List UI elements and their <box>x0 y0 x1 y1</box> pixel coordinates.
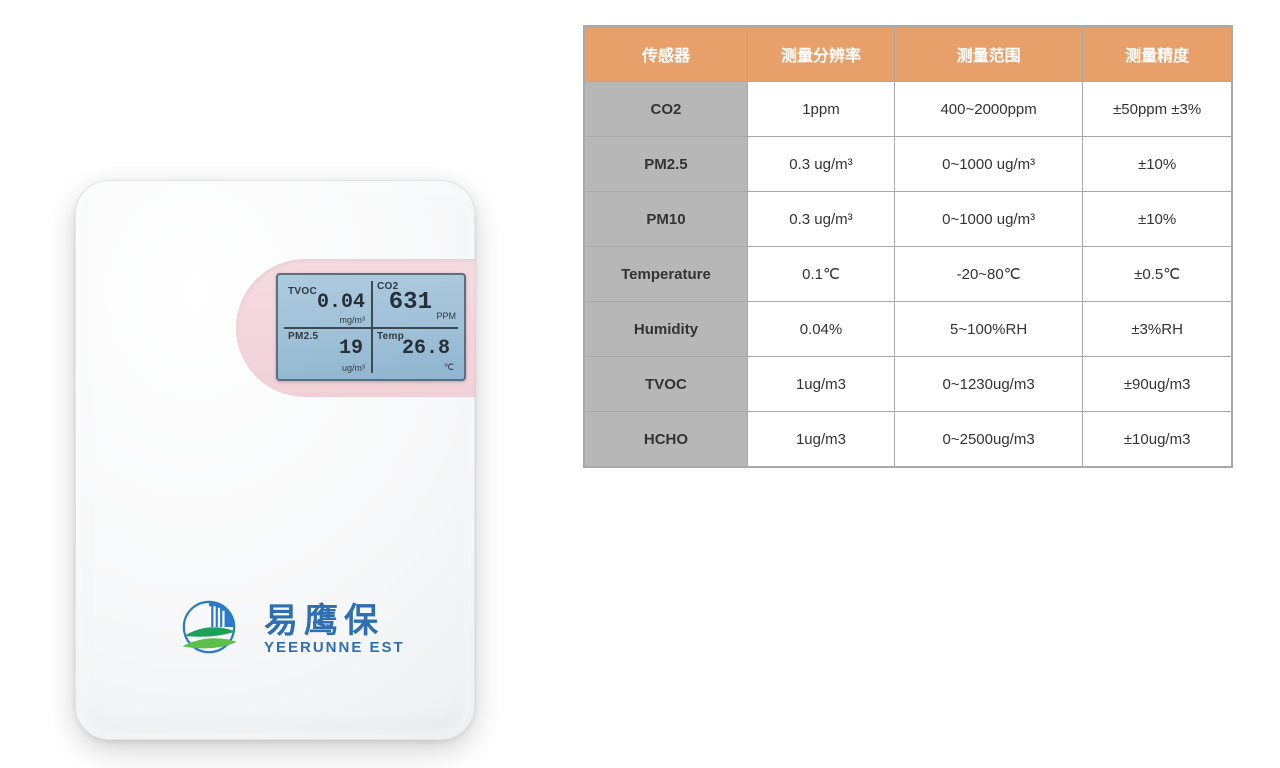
cell-accuracy: ±10% <box>1083 192 1232 247</box>
cell-accuracy: ±10% <box>1083 137 1232 192</box>
device-body: TVOC 0.04 mg/m³ CO2 631 PPM PM2.5 19 ug/… <box>75 180 475 740</box>
lcd-value-co2: 631 <box>389 291 432 315</box>
cell-range: 0~1000 ug/m³ <box>894 137 1082 192</box>
brand-name-en: YEERUNNE EST <box>264 639 405 656</box>
brand-logo-icon <box>172 593 246 667</box>
cell-sensor: Humidity <box>585 302 748 357</box>
spec-table-body: CO2 1ppm 400~2000ppm ±50ppm ±3% PM2.5 0.… <box>585 82 1232 467</box>
cell-resolution: 1ug/m3 <box>747 357 894 412</box>
cell-sensor: TVOC <box>585 357 748 412</box>
table-row: PM2.5 0.3 ug/m³ 0~1000 ug/m³ ±10% <box>585 137 1232 192</box>
cell-range: 400~2000ppm <box>894 82 1082 137</box>
cell-resolution: 1ppm <box>747 82 894 137</box>
cell-range: 0~2500ug/m3 <box>894 412 1082 467</box>
table-row: PM10 0.3 ug/m³ 0~1000 ug/m³ ±10% <box>585 192 1232 247</box>
cell-resolution: 1ug/m3 <box>747 412 894 467</box>
spec-table: 传感器 测量分辨率 测量范围 测量精度 CO2 1ppm 400~2000ppm… <box>584 26 1232 467</box>
cell-range: 0~1230ug/m3 <box>894 357 1082 412</box>
table-row: Temperature 0.1℃ -20~80℃ ±0.5℃ <box>585 247 1232 302</box>
lcd-cell-tvoc: TVOC 0.04 mg/m³ <box>282 279 371 327</box>
lcd-label-pm25: PM2.5 <box>288 331 318 342</box>
cell-accuracy: ±10ug/m3 <box>1083 412 1232 467</box>
lcd-unit-pm25: ug/m³ <box>342 363 365 373</box>
cell-sensor: CO2 <box>585 82 748 137</box>
lcd-cell-pm25: PM2.5 19 ug/m³ <box>282 327 371 375</box>
cell-range: 0~1000 ug/m³ <box>894 192 1082 247</box>
lcd-value-pm25: 19 <box>339 339 363 359</box>
lcd-label-tvoc: TVOC <box>288 286 317 297</box>
lcd-unit-tvoc: mg/m³ <box>340 315 366 325</box>
cell-sensor: Temperature <box>585 247 748 302</box>
table-row: TVOC 1ug/m3 0~1230ug/m3 ±90ug/m3 <box>585 357 1232 412</box>
lcd-grid: TVOC 0.04 mg/m³ CO2 631 PPM PM2.5 19 ug/… <box>282 279 460 375</box>
spec-table-head: 传感器 测量分辨率 测量范围 测量精度 <box>585 27 1232 82</box>
cell-resolution: 0.1℃ <box>747 247 894 302</box>
cell-range: -20~80℃ <box>894 247 1082 302</box>
cell-resolution: 0.3 ug/m³ <box>747 137 894 192</box>
table-row: Humidity 0.04% 5~100%RH ±3%RH <box>585 302 1232 357</box>
lcd-cell-co2: CO2 631 PPM <box>371 279 460 327</box>
cell-accuracy: ±3%RH <box>1083 302 1232 357</box>
table-row: HCHO 1ug/m3 0~2500ug/m3 ±10ug/m3 <box>585 412 1232 467</box>
cell-accuracy: ±0.5℃ <box>1083 247 1232 302</box>
cell-accuracy: ±50ppm ±3% <box>1083 82 1232 137</box>
cell-sensor: PM2.5 <box>585 137 748 192</box>
lcd-cell-temp: Temp 26.8 ℃ <box>371 327 460 375</box>
cell-accuracy: ±90ug/m3 <box>1083 357 1232 412</box>
cell-resolution: 0.3 ug/m³ <box>747 192 894 247</box>
lcd-value-temp: 26.8 <box>402 339 450 359</box>
brand-text: 易鹰保 YEERUNNE EST <box>264 604 405 657</box>
brand-name-cn: 易鹰保 <box>264 604 405 640</box>
col-accuracy: 测量精度 <box>1083 27 1232 82</box>
cell-resolution: 0.04% <box>747 302 894 357</box>
cell-sensor: HCHO <box>585 412 748 467</box>
cell-range: 5~100%RH <box>894 302 1082 357</box>
lcd-value-tvoc: 0.04 <box>317 293 365 313</box>
lcd-unit-temp: ℃ <box>444 362 454 373</box>
col-sensor: 传感器 <box>585 27 748 82</box>
table-row: CO2 1ppm 400~2000ppm ±50ppm ±3% <box>585 82 1232 137</box>
col-range: 测量范围 <box>894 27 1082 82</box>
lcd-unit-co2: PPM <box>436 311 456 321</box>
lcd-label-temp: Temp <box>377 331 404 342</box>
cell-sensor: PM10 <box>585 192 748 247</box>
brand-block: 易鹰保 YEERUNNE EST <box>172 593 405 667</box>
sensor-device: TVOC 0.04 mg/m³ CO2 631 PPM PM2.5 19 ug/… <box>75 180 475 740</box>
lcd-screen: TVOC 0.04 mg/m³ CO2 631 PPM PM2.5 19 ug/… <box>276 273 466 381</box>
col-resolution: 测量分辨率 <box>747 27 894 82</box>
